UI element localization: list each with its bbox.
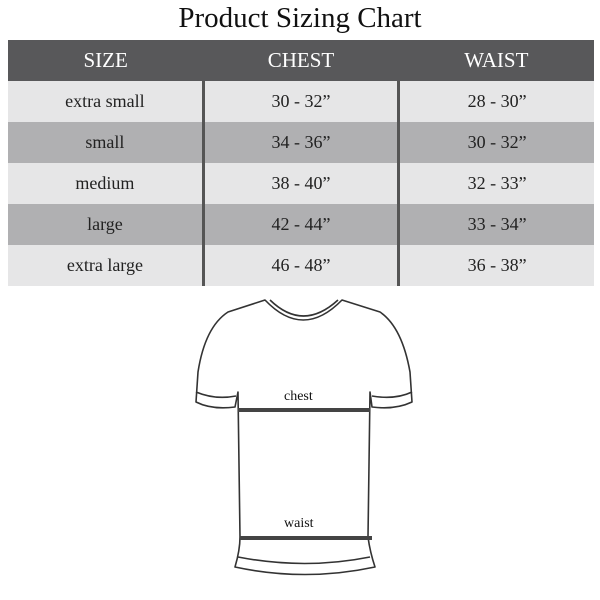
header-size: SIZE [8, 40, 204, 81]
table-row: medium 38 - 40” 32 - 33” [8, 163, 594, 204]
tshirt-diagram-icon [195, 299, 413, 576]
header-chest: CHEST [203, 40, 399, 81]
table-row: extra large 46 - 48” 36 - 38” [8, 245, 594, 286]
size-cell: medium [8, 163, 204, 204]
chest-cell: 38 - 40” [201, 163, 399, 204]
waist-cell: 33 - 34” [397, 204, 594, 245]
waist-label: waist [284, 516, 314, 531]
size-cell: large [8, 204, 204, 245]
waist-cell: 32 - 33” [397, 163, 594, 204]
chest-cell: 46 - 48” [201, 245, 399, 286]
table-row: extra small 30 - 32” 28 - 30” [8, 81, 594, 122]
table-row: large 42 - 44” 33 - 34” [8, 204, 594, 245]
chest-cell: 34 - 36” [201, 122, 399, 163]
table-header: SIZE CHEST WAIST [8, 40, 594, 81]
waist-cell: 36 - 38” [397, 245, 594, 286]
waist-cell: 28 - 30” [397, 81, 594, 122]
waist-cell: 30 - 32” [397, 122, 594, 163]
chest-cell: 30 - 32” [201, 81, 399, 122]
sizing-table: SIZE CHEST WAIST extra small 30 - 32” 28 -… [8, 40, 594, 286]
header-waist: WAIST [398, 40, 594, 81]
table-row: small 34 - 36” 30 - 32” [8, 122, 594, 163]
page-title: Product Sizing Chart [178, 2, 422, 34]
size-cell: extra large [8, 245, 204, 286]
size-cell: extra small [8, 81, 204, 122]
size-cell: small [8, 122, 204, 163]
chest-label: chest [284, 389, 313, 404]
chest-cell: 42 - 44” [201, 204, 399, 245]
